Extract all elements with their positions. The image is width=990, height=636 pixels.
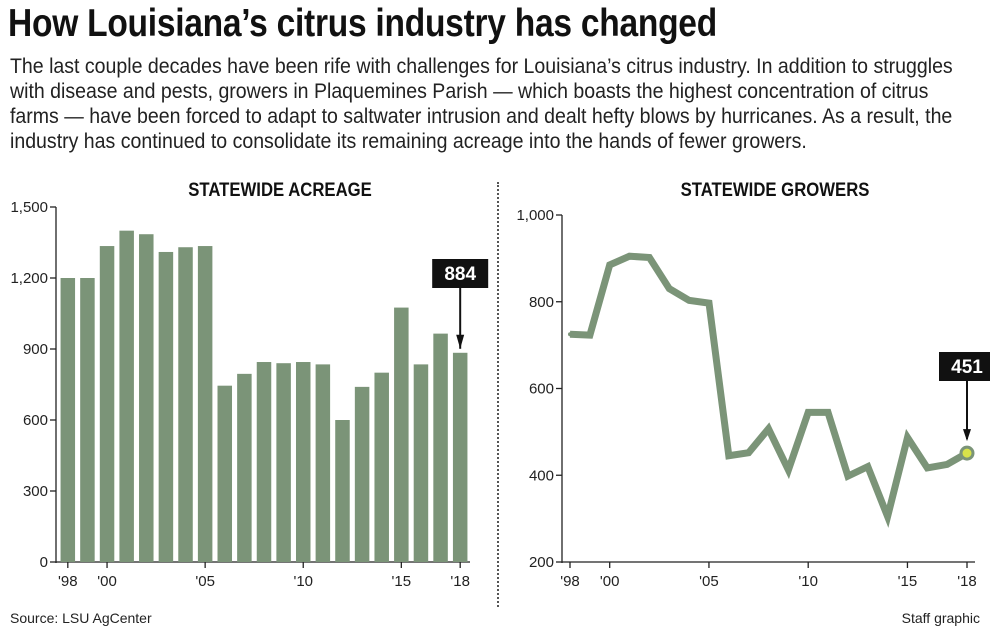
point-2000	[607, 262, 612, 267]
y-tick-label: 1,200	[10, 270, 48, 287]
callout-pointer	[456, 334, 465, 349]
callout-box	[939, 352, 990, 381]
y-tick-label: 600	[529, 381, 554, 398]
point-1999	[587, 333, 592, 338]
callout-pointer	[963, 429, 971, 442]
point-2005	[706, 301, 711, 306]
point-2001	[627, 254, 632, 259]
x-tick-label: '18	[450, 573, 470, 590]
x-tick-label: '15	[898, 573, 918, 590]
highlight-point	[959, 445, 975, 461]
x-tick-label: '00	[600, 573, 620, 590]
bar-2013	[354, 386, 370, 562]
x-tick-label: '98	[560, 573, 580, 590]
headline: How Louisiana’s citrus industry has chan…	[8, 2, 717, 45]
callout-value: 451	[951, 357, 983, 378]
bar-2007	[237, 373, 252, 562]
x-tick-label: '05	[699, 573, 719, 590]
x-tick-label: '10	[798, 573, 818, 590]
point-2009	[786, 468, 791, 473]
y-tick-label: 300	[23, 483, 48, 500]
staff-credit: Staff graphic	[901, 610, 980, 626]
callout-box	[432, 259, 489, 288]
source-note: Source: LSU AgCenter	[10, 610, 152, 626]
y-tick-label: 900	[23, 341, 48, 358]
point-2015	[905, 435, 910, 440]
bar-2006	[217, 385, 233, 562]
bar-2017	[433, 333, 448, 562]
bar-1999	[80, 278, 95, 562]
bar-2003	[158, 251, 174, 562]
point-2006	[726, 453, 731, 458]
point-2002	[647, 255, 652, 260]
point-2011	[826, 410, 831, 415]
bar-2018	[452, 352, 468, 562]
point-2007	[746, 450, 751, 455]
bar-2010	[295, 362, 311, 562]
x-tick-label: '98	[58, 573, 78, 590]
point-1998	[568, 332, 572, 337]
acreage-chart-title: STATEWIDE ACREAGE	[188, 180, 372, 201]
bar-2002	[139, 234, 154, 562]
y-tick-label: 400	[529, 467, 554, 484]
x-tick-label: '05	[195, 573, 215, 590]
y-tick-label: 1,500	[10, 199, 48, 216]
bar-2016	[413, 364, 429, 562]
point-2012	[845, 474, 850, 479]
point-2010	[806, 410, 811, 415]
bar-2015	[394, 307, 409, 562]
bar-2000	[99, 246, 115, 563]
x-tick-label: '18	[957, 573, 977, 590]
y-tick-label: 600	[23, 412, 48, 429]
bar-2001	[119, 230, 134, 562]
bar-2005	[197, 246, 213, 563]
growers-line	[569, 252, 969, 528]
bar-2012	[335, 420, 350, 562]
point-2004	[687, 298, 692, 303]
y-tick-label: 200	[529, 554, 554, 571]
x-tick-label: '15	[392, 573, 412, 590]
acreage-callout: 884	[432, 259, 489, 349]
point-2008	[766, 426, 771, 431]
bar-2008	[256, 362, 272, 562]
bar-2014	[374, 372, 389, 562]
point-2014	[885, 514, 890, 519]
acreage-bar-chart: 0 300 600 900 1,200 1,500 '98 '00 '05 '10 '15 '18 88…	[10, 199, 489, 590]
point-2017	[945, 462, 950, 467]
chart-divider	[497, 182, 499, 607]
bar-2004	[178, 247, 193, 562]
y-tick-label: 0	[40, 554, 48, 571]
intro-text: The last couple decades have been rife w…	[10, 55, 953, 153]
y-tick-label: 800	[529, 294, 554, 311]
bar-2011	[315, 364, 331, 562]
growers-line-chart: 200 400 600 800 1,000 '98 '00 '05 '10 '15 '18 451	[516, 207, 990, 590]
growers-callout: 451	[939, 352, 990, 461]
point-2003	[667, 286, 672, 291]
x-tick-label: '10	[293, 573, 313, 590]
x-tick-label: '00	[97, 573, 117, 590]
y-tick-label: 1,000	[516, 207, 554, 224]
bar-2009	[276, 363, 291, 562]
growers-chart-title: STATEWIDE GROWERS	[680, 180, 870, 201]
bar-1998	[60, 278, 76, 562]
point-2016	[925, 465, 930, 470]
point-2013	[865, 464, 870, 469]
callout-value: 884	[444, 264, 476, 285]
